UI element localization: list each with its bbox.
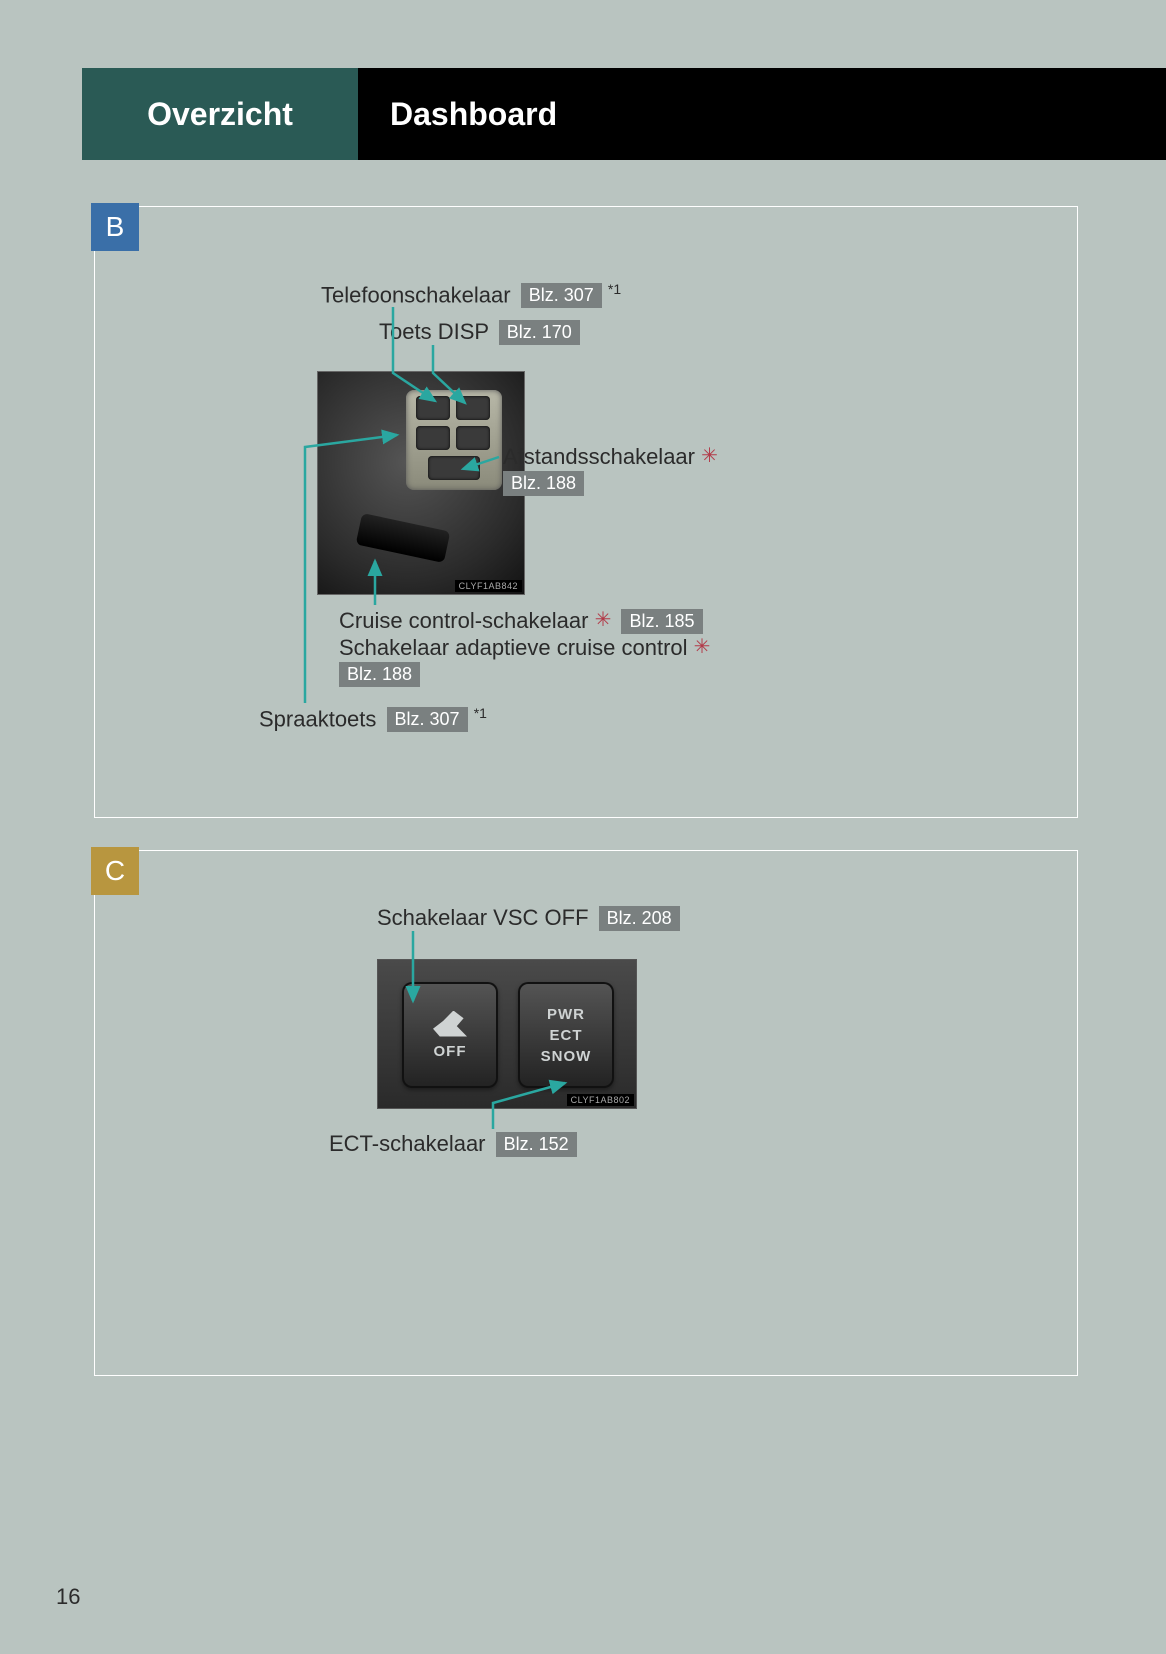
wheel-button-icon	[428, 456, 480, 480]
wheel-button-icon	[456, 426, 490, 450]
vsc-off-button: OFF	[402, 982, 498, 1088]
asterisk-icon: ✳	[701, 445, 718, 467]
asterisk-icon: ✳	[595, 609, 612, 631]
button-label: PWR	[547, 1004, 585, 1025]
figure-dash-buttons: OFF PWR ECT SNOW CLYF1AB802	[377, 959, 637, 1109]
figure-steering-wheel: CLYF1AB842	[317, 371, 525, 595]
callout-label: ECT-schakelaar	[329, 1131, 486, 1156]
asterisk-icon: ✳	[694, 636, 711, 658]
page-ref: Blz. 307	[521, 283, 602, 308]
ect-button: PWR ECT SNOW	[518, 982, 614, 1088]
figure-code: CLYF1AB802	[567, 1094, 634, 1106]
page-ref: Blz. 188	[339, 662, 420, 687]
wheel-button-icon	[416, 396, 450, 420]
callout-label: Spraaktoets	[259, 706, 376, 731]
panel-b: B Telefoonschakelaar Blz. 307 *1 Toets D…	[94, 206, 1078, 818]
callout-label: Schakelaar VSC OFF	[377, 905, 589, 930]
page-ref: Blz. 170	[499, 320, 580, 345]
wheel-button-icon	[416, 426, 450, 450]
footnote-marker: *1	[608, 281, 621, 297]
callout-vsc-off: Schakelaar VSC OFF Blz. 208	[377, 905, 680, 931]
callout-label: Toets DISP	[379, 319, 489, 344]
page-ref: Blz. 188	[503, 471, 584, 496]
callout-ect: ECT-schakelaar Blz. 152	[329, 1131, 577, 1157]
page-ref: Blz. 185	[621, 609, 702, 634]
callout-spraak: Spraaktoets Blz. 307 *1	[259, 705, 487, 732]
callout-label: Afstandsschakelaar	[503, 444, 695, 469]
header-right: Dashboard	[358, 68, 1166, 160]
page-header: Overzicht Dashboard	[82, 68, 1166, 160]
badge-b: B	[91, 203, 139, 251]
button-label: OFF	[434, 1043, 467, 1060]
header-left: Overzicht	[82, 68, 358, 160]
callout-label: Telefoonschakelaar	[321, 282, 511, 307]
page-ref: Blz. 208	[599, 906, 680, 931]
page-ref: Blz. 307	[387, 707, 468, 732]
button-label: ECT	[550, 1025, 583, 1046]
callout-label: Cruise control-schakelaar	[339, 608, 588, 633]
panel-c: C Schakelaar VSC OFF Blz. 208 OFF PWR EC…	[94, 850, 1078, 1376]
callout-label: Schakelaar adaptieve cruise control	[339, 635, 688, 660]
figure-code: CLYF1AB842	[455, 580, 522, 592]
footnote-marker: *1	[474, 705, 487, 721]
page-ref: Blz. 152	[496, 1132, 577, 1157]
badge-c: C	[91, 847, 139, 895]
callout-cruise-group: Cruise control-schakelaar ✳ Blz. 185 Sch…	[339, 607, 779, 687]
vsc-car-icon	[433, 1011, 467, 1037]
callout-disp: Toets DISP Blz. 170	[379, 319, 580, 345]
page-number: 16	[56, 1584, 80, 1610]
wheel-button-icon	[456, 396, 490, 420]
button-label: SNOW	[541, 1046, 592, 1067]
callout-telefoon: Telefoonschakelaar Blz. 307 *1	[321, 281, 621, 308]
callout-afstand: Afstandsschakelaar ✳ Blz. 188	[503, 443, 718, 496]
steering-button-pad	[406, 390, 502, 490]
